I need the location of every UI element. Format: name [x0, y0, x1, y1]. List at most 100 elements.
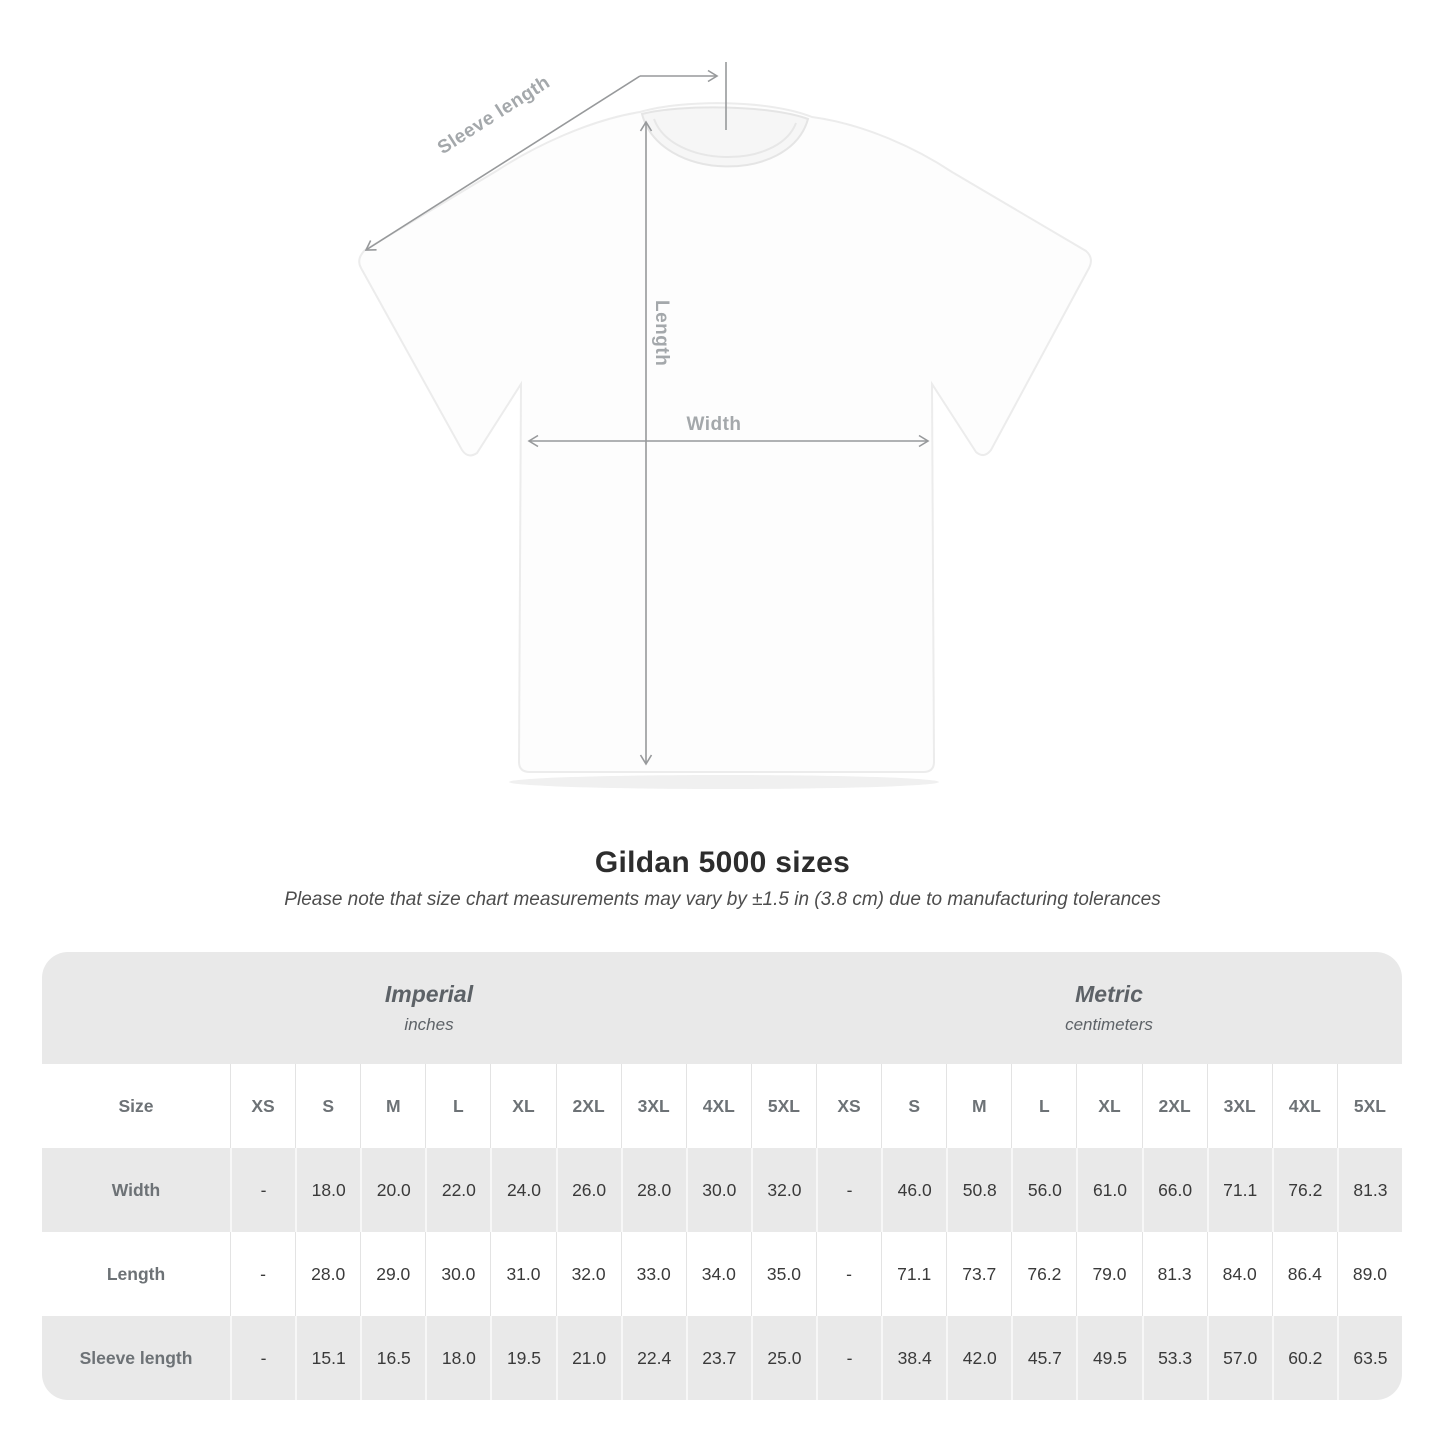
title-block: Gildan 5000 sizes Please note that size …: [0, 846, 1445, 911]
metric-value-cell: 50.8: [946, 1148, 1011, 1232]
collar-opening: [640, 106, 810, 168]
metric-value-cell: 81.3: [1141, 1232, 1207, 1316]
size-col-header: 4XL: [1271, 1064, 1337, 1148]
tshirt-measurement-diagram: Sleeve length Length Width: [358, 62, 1092, 789]
size-col-header: XS: [230, 1064, 295, 1148]
imperial-value-cell: 22.0: [425, 1148, 490, 1232]
unit-header-imperial: Imperial inches: [42, 952, 816, 1064]
sleeve-length-label: Sleeve length: [434, 72, 554, 159]
imperial-value-cell: 32.0: [750, 1148, 816, 1232]
tshirt-diagram-svg: Sleeve length Length Width: [358, 62, 1092, 789]
size-col-header: S: [295, 1064, 360, 1148]
tolerance-note: Please note that size chart measurements…: [284, 889, 1161, 910]
size-col-header: M: [360, 1064, 425, 1148]
metric-value-cell: 79.0: [1076, 1232, 1141, 1316]
size-col-header: 4XL: [685, 1064, 751, 1148]
imperial-value-cell: 30.0: [685, 1148, 751, 1232]
metric-value-cell: 49.5: [1076, 1316, 1141, 1400]
size-col-header: 2XL: [555, 1064, 621, 1148]
imperial-value-cell: 22.4: [620, 1316, 686, 1400]
unit-header-metric: Metric centimeters: [816, 952, 1402, 1064]
size-col-header: 3XL: [620, 1064, 686, 1148]
metric-value-cell: 76.2: [1011, 1232, 1076, 1316]
metric-value-cell: 71.1: [1206, 1148, 1272, 1232]
imperial-value-cell: 33.0: [620, 1232, 686, 1316]
page-title: Gildan 5000 sizes: [594, 846, 851, 879]
metric-value-cell: -: [816, 1232, 881, 1316]
imperial-value-cell: -: [230, 1316, 295, 1400]
metric-value-cell: 84.0: [1206, 1232, 1272, 1316]
size-header-row: Size XS S M L XL 2XL 3XL 4XL 5XL XS S M L XL 2XL 3XL 4XL 5…: [42, 1064, 1402, 1148]
imperial-value-cell: -: [230, 1148, 295, 1232]
metric-value-cell: 89.0: [1336, 1232, 1402, 1316]
unit-name-imperial: Imperial: [384, 981, 474, 1007]
row-label: Width: [111, 1179, 161, 1200]
row-label: Length: [106, 1263, 166, 1284]
shirt-shadow: [509, 775, 939, 789]
size-col-header: XL: [490, 1064, 555, 1148]
size-col-header: L: [425, 1064, 490, 1148]
imperial-value-cell: 21.0: [555, 1316, 621, 1400]
size-corner-label: Size: [118, 1095, 154, 1116]
size-col-header: 5XL: [1336, 1064, 1402, 1148]
size-col-header: S: [881, 1064, 946, 1148]
metric-value-cell: 61.0: [1076, 1148, 1141, 1232]
width-label: Width: [686, 414, 741, 435]
imperial-value-cell: 28.0: [295, 1232, 360, 1316]
metric-value-cell: 60.2: [1271, 1316, 1337, 1400]
imperial-value-cell: 15.1: [295, 1316, 360, 1400]
measurement-row: Sleeve length -15.1 16.5 18.0 19.5 21.0 22.4 23…: [42, 1316, 1402, 1400]
size-col-header: M: [946, 1064, 1011, 1148]
metric-value-cell: 45.7: [1011, 1316, 1076, 1400]
metric-value-cell: -: [816, 1316, 881, 1400]
size-col-header: 2XL: [1141, 1064, 1207, 1148]
imperial-value-cell: 24.0: [490, 1148, 555, 1232]
imperial-value-cell: 19.5: [490, 1316, 555, 1400]
imperial-value-cell: 16.5: [360, 1316, 425, 1400]
length-label: Length: [651, 300, 672, 366]
metric-value-cell: 76.2: [1271, 1148, 1337, 1232]
imperial-value-cell: 18.0: [295, 1148, 360, 1232]
size-col-header: L: [1011, 1064, 1076, 1148]
metric-value-cell: 42.0: [946, 1316, 1011, 1400]
size-col-header: 3XL: [1206, 1064, 1272, 1148]
row-label: Sleeve length: [79, 1347, 193, 1368]
imperial-value-cell: 25.0: [750, 1316, 816, 1400]
unit-sub-imperial: inches: [404, 1015, 454, 1034]
tshirt-shape: [358, 102, 1092, 773]
metric-value-cell: 46.0: [881, 1148, 946, 1232]
unit-header-band: Imperial inches Metric centimeters: [42, 952, 1402, 1064]
metric-value-cell: 71.1: [881, 1232, 946, 1316]
metric-value-cell: -: [816, 1148, 881, 1232]
size-col-header: XL: [1076, 1064, 1141, 1148]
measurement-row: Length -28.0 29.0 30.0 31.0 32.0 33.0 34.0 35.0-…: [42, 1232, 1402, 1316]
measurement-row: Width -18.0 20.0 22.0 24.0 26.0 28.0 30.0 32.0-4…: [42, 1148, 1402, 1232]
imperial-value-cell: 28.0: [620, 1148, 686, 1232]
imperial-value-cell: -: [230, 1232, 295, 1316]
unit-name-metric: Metric: [1075, 981, 1143, 1007]
imperial-value-cell: 29.0: [360, 1232, 425, 1316]
collar-inner-seam: [653, 118, 797, 158]
imperial-value-cell: 30.0: [425, 1232, 490, 1316]
imperial-value-cell: 20.0: [360, 1148, 425, 1232]
metric-value-cell: 57.0: [1206, 1316, 1272, 1400]
imperial-value-cell: 18.0: [425, 1316, 490, 1400]
size-col-header: 5XL: [750, 1064, 816, 1148]
metric-value-cell: 73.7: [946, 1232, 1011, 1316]
imperial-value-cell: 31.0: [490, 1232, 555, 1316]
sleeve-length-arrow: [364, 75, 641, 251]
metric-value-cell: 63.5: [1336, 1316, 1402, 1400]
imperial-value-cell: 32.0: [555, 1232, 621, 1316]
imperial-value-cell: 23.7: [685, 1316, 751, 1400]
size-table: Imperial inches Metric centimeters Size X…: [42, 952, 1402, 1400]
imperial-value-cell: 35.0: [750, 1232, 816, 1316]
size-col-header: XS: [816, 1064, 881, 1148]
metric-value-cell: 86.4: [1271, 1232, 1337, 1316]
metric-value-cell: 53.3: [1141, 1316, 1207, 1400]
metric-value-cell: 38.4: [881, 1316, 946, 1400]
metric-value-cell: 66.0: [1141, 1148, 1207, 1232]
unit-sub-metric: centimeters: [1065, 1015, 1153, 1034]
metric-value-cell: 56.0: [1011, 1148, 1076, 1232]
imperial-value-cell: 26.0: [555, 1148, 621, 1232]
size-table-grid: Size XS S M L XL 2XL 3XL 4XL 5XL XS S M L XL 2XL 3XL 4XL 5…: [42, 1064, 1402, 1400]
